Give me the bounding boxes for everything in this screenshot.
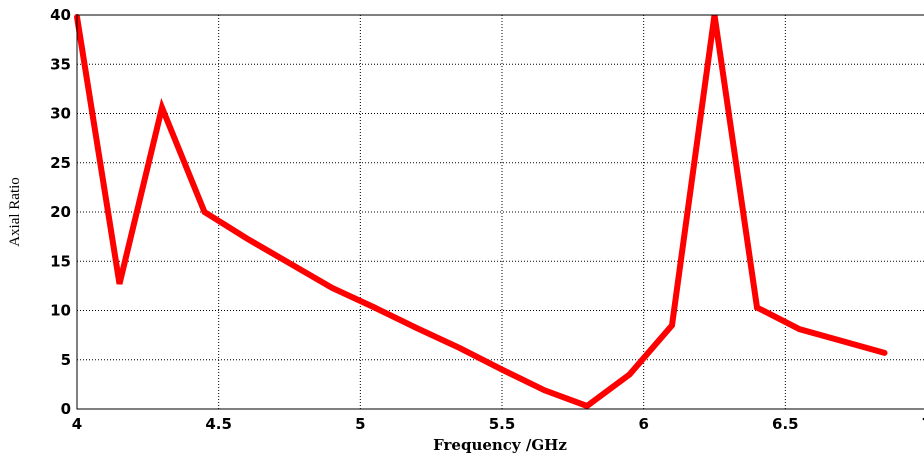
y-tick-labels: 0 5 10 15 20 25 30 35 40 (50, 6, 71, 418)
x-tick-label: 5 (355, 415, 365, 433)
y-tick-label: 25 (50, 154, 71, 172)
x-tick-label: 4.5 (205, 415, 232, 433)
x-tick-label: 5.5 (489, 415, 516, 433)
axial-ratio-series-line (74, 14, 888, 410)
y-tick-label: 30 (50, 105, 71, 123)
y-tick-label: 35 (50, 55, 71, 73)
x-tick-label: 6.5 (772, 415, 799, 433)
x-tick-labels: 4 4.5 5 5.5 6 6.5 7 (72, 415, 924, 433)
y-tick-label: 20 (50, 203, 71, 221)
x-tick-label: 6 (638, 415, 648, 433)
y-tick-label: 10 (50, 302, 71, 320)
series-layer (74, 14, 888, 410)
y-tick-label: 0 (61, 400, 71, 418)
grid (77, 15, 924, 409)
y-tick-label: 40 (50, 6, 71, 24)
x-axis-title: Frequency /GHz (433, 436, 567, 454)
y-axis-title: Axial Ratio (7, 177, 23, 247)
x-tick-label: 4 (72, 415, 82, 433)
x-tick-label: 7 (922, 415, 924, 433)
y-tick-label: 15 (50, 252, 71, 270)
plot-frame (76, 14, 924, 410)
y-tick-label: 5 (61, 351, 71, 369)
